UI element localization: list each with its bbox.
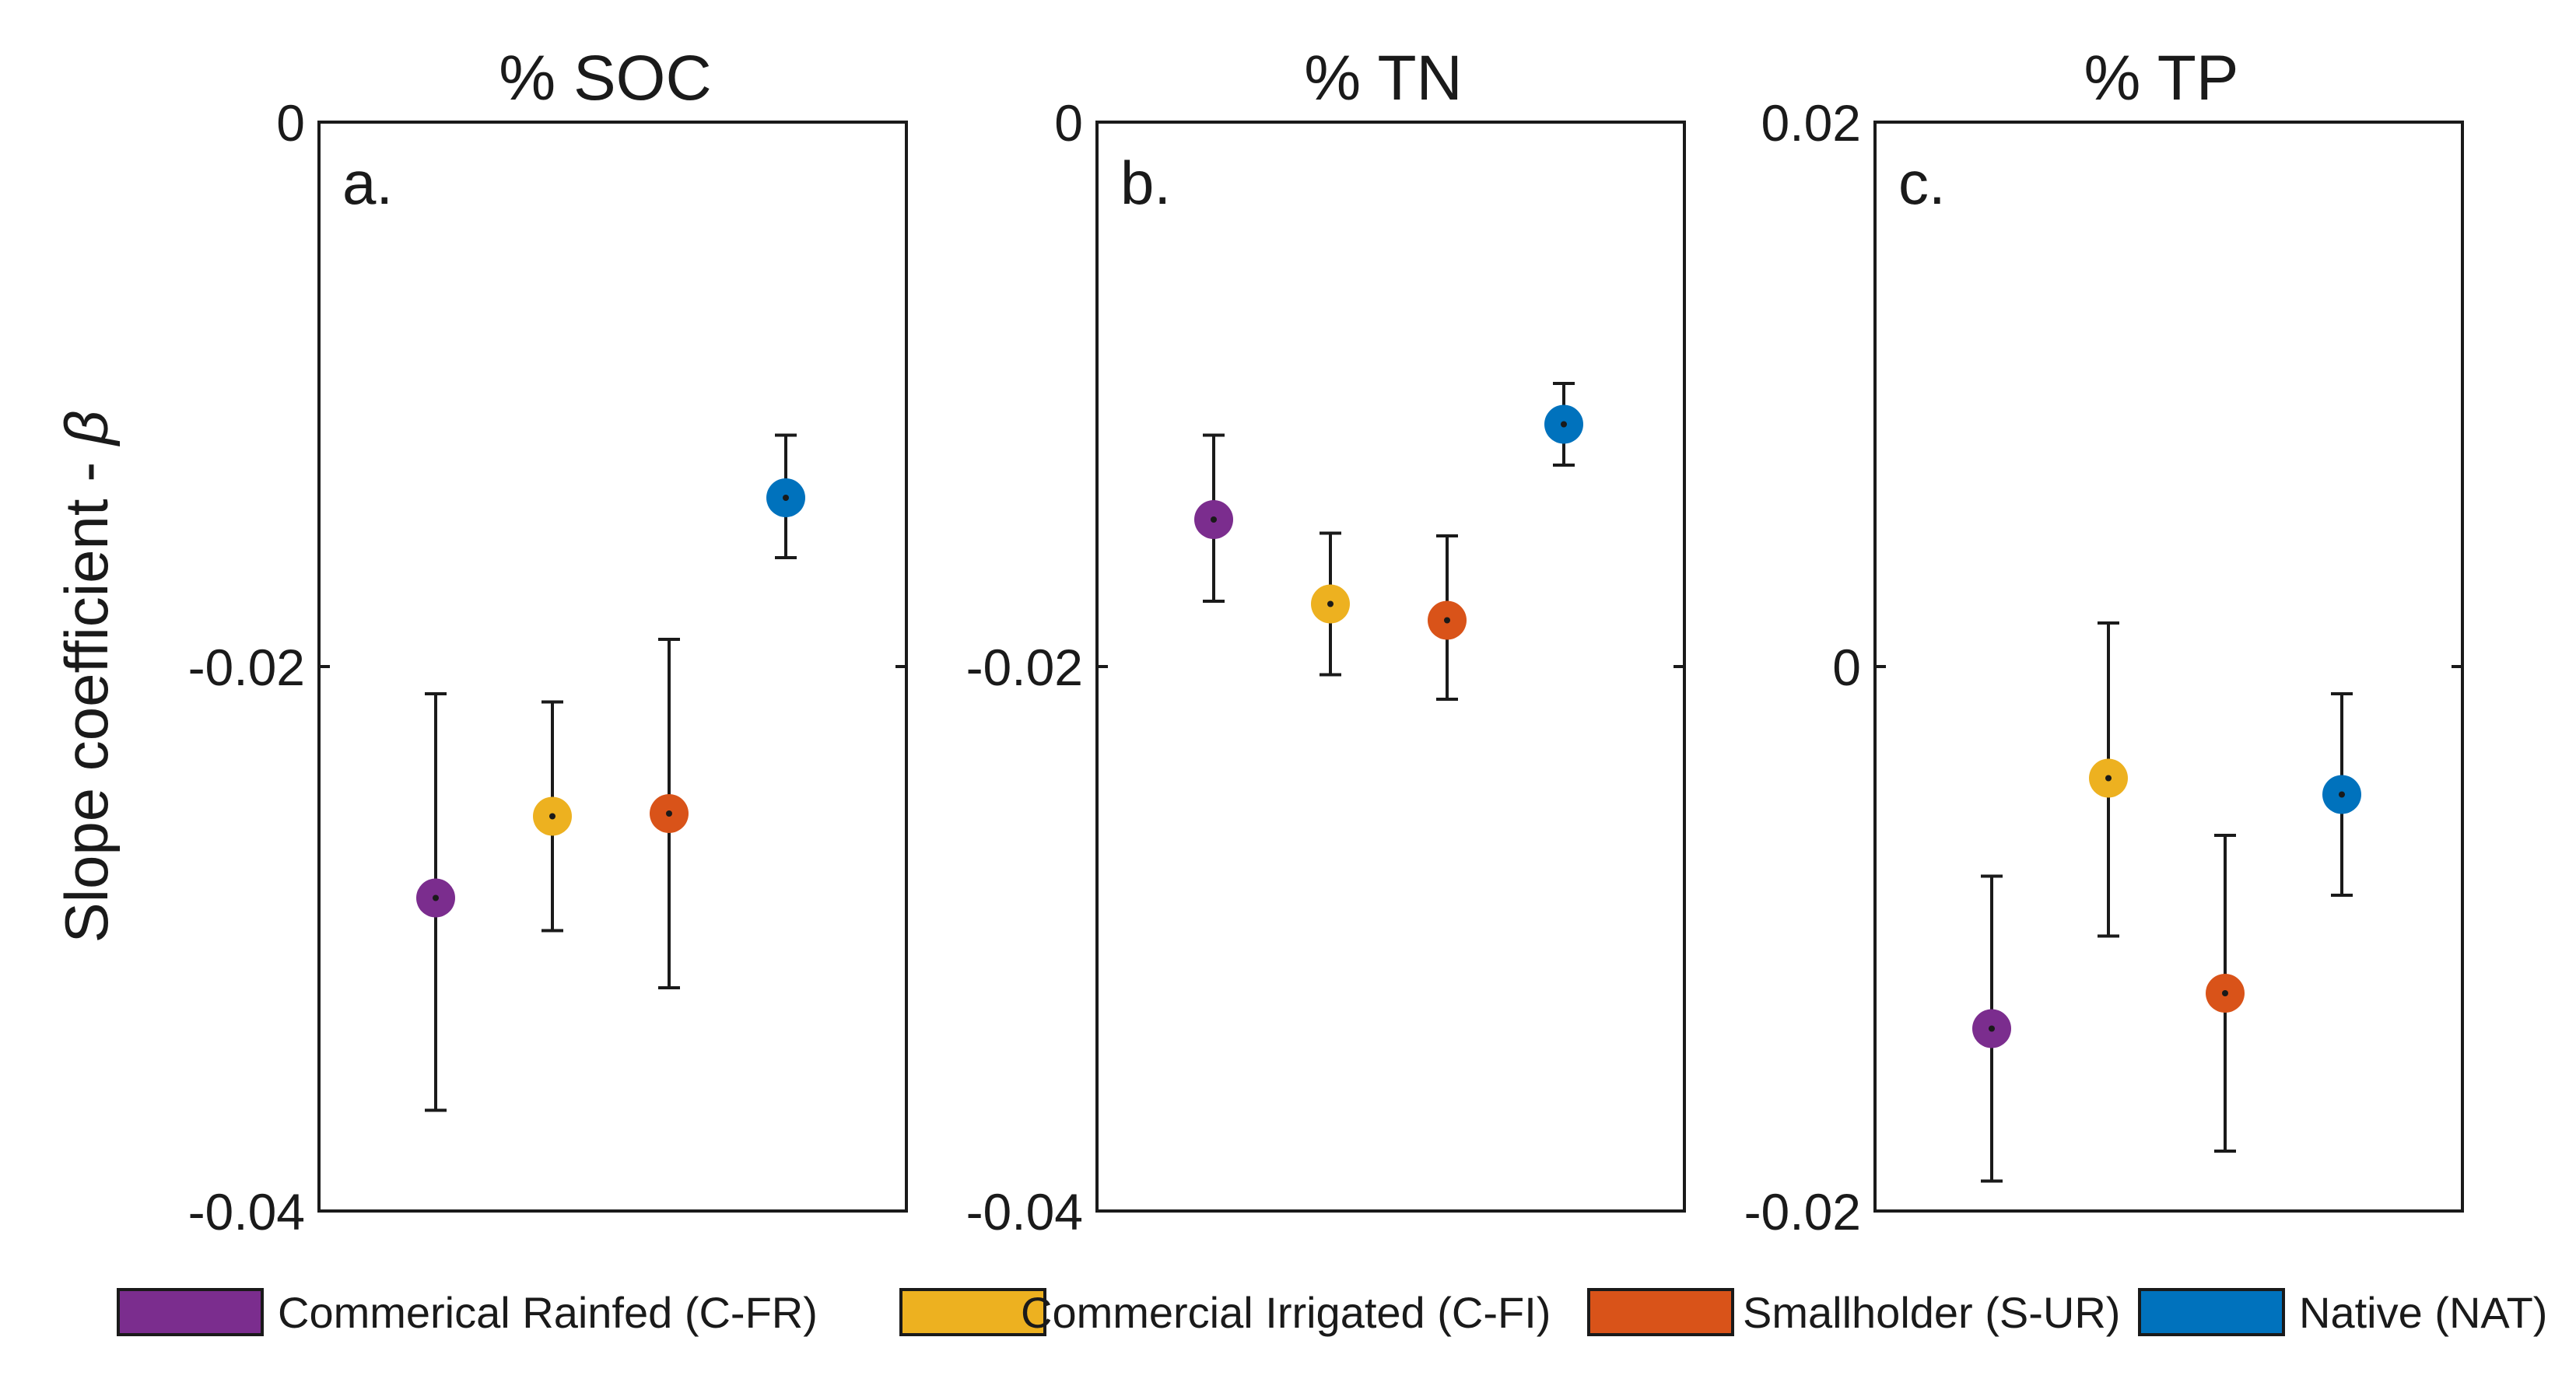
panel-letter: a. (342, 149, 393, 217)
panel-tn: % TN b. 0 -0.02 -0.04 (966, 43, 1686, 1241)
y-tick-label: -0.02 (966, 639, 1083, 696)
y-tick-label: -0.02 (1744, 1183, 1861, 1241)
panel-title: % TN (1304, 43, 1463, 114)
y-axis-label: Slope coefficient - β (52, 411, 121, 943)
axes-frame (1095, 121, 1686, 1213)
legend-label-C-FR: Commerical Rainfed (C-FR) (278, 1288, 818, 1337)
point-center (2222, 990, 2228, 996)
legend-swatch-C-FI (899, 1288, 1046, 1336)
legend: Commerical Rainfed (C-FR) Commercial Irri… (117, 1288, 2547, 1337)
y-tick-label: 0.02 (1761, 94, 1861, 152)
legend-label-NAT: Native (NAT) (2299, 1288, 2547, 1337)
point-center (1989, 1025, 1995, 1032)
y-axis-ticks: 0 -0.02 -0.04 (188, 94, 906, 1241)
y-axis-ticks: 0 -0.02 -0.04 (966, 94, 1684, 1241)
legend-label-C-FI: Commercial Irrigated (C-FI) (1021, 1288, 1551, 1337)
data-points (1194, 382, 1583, 701)
legend-swatch-S-UR (1587, 1288, 1734, 1336)
legend-label-S-UR: Smallholder (S-UR) (1743, 1288, 2120, 1337)
point-center (2105, 775, 2112, 782)
panel-tp: % TP c. 0.02 0 -0.02 (1744, 43, 2464, 1241)
y-tick-label: -0.02 (188, 639, 305, 696)
panel-soc: % SOC a. 0 -0.02 -0.04 (188, 43, 908, 1241)
panel-title: % TP (2084, 43, 2239, 114)
point-center (549, 813, 556, 820)
data-points (1972, 621, 2361, 1183)
point-center (1444, 617, 1450, 624)
y-tick-label: -0.04 (966, 1183, 1083, 1241)
point-center (1561, 421, 1567, 428)
axes-frame (1873, 121, 2464, 1213)
point-center (666, 810, 672, 817)
panel-letter: b. (1120, 149, 1171, 217)
legend-swatch-NAT (2138, 1288, 2285, 1336)
legend-swatch-C-FR (117, 1288, 264, 1336)
data-points (416, 433, 805, 1112)
y-tick-label: 0 (276, 94, 305, 152)
panel-title: % SOC (499, 43, 711, 114)
y-axis-ticks: 0.02 0 -0.02 (1744, 94, 2462, 1241)
point-center (1327, 600, 1334, 607)
point-center (1211, 516, 1217, 523)
y-tick-label: -0.04 (188, 1183, 305, 1241)
panel-letter: c. (1898, 149, 1946, 217)
point-center (783, 495, 789, 501)
axes-frame (317, 121, 908, 1213)
y-tick-label: 0 (1054, 94, 1083, 152)
y-tick-label: 0 (1832, 639, 1861, 696)
point-center (433, 894, 439, 901)
point-center (2339, 791, 2345, 798)
